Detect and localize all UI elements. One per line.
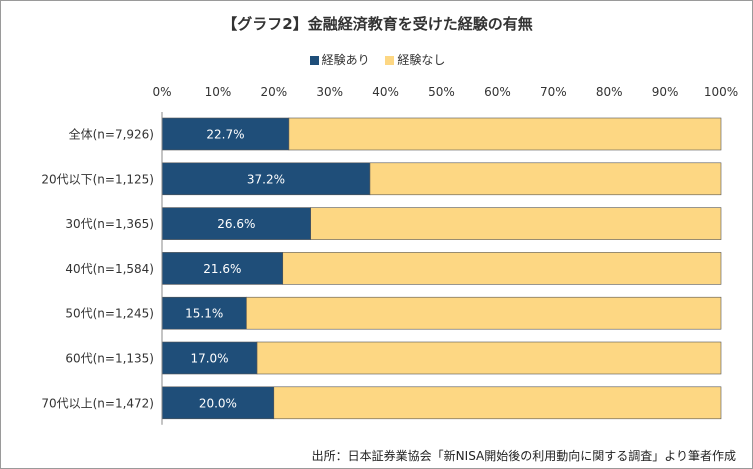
x-tick-label: 30%: [316, 85, 343, 99]
data-label: 20.0%: [199, 396, 237, 410]
bar-not-experienced: [282, 252, 722, 285]
category-label: 50代(n=1,245): [65, 307, 154, 321]
bar-experienced: [161, 386, 275, 420]
legend-label-experienced: 経験あり: [321, 53, 370, 67]
x-tick-label: 40%: [372, 85, 399, 99]
legend-item-experienced: 経験あり: [309, 51, 370, 68]
category-label: 40代(n=1,584): [65, 262, 154, 276]
x-tick-label: 90%: [652, 85, 679, 99]
chart-title: 【グラフ2】金融経済教育を受けた経験の有無: [222, 15, 533, 33]
legend-swatch-experienced: [309, 56, 319, 65]
category-label: 60代(n=1,135): [65, 352, 154, 366]
category-label: 70代以上(n=1,472): [41, 396, 154, 410]
legend: 経験あり 経験なし: [1, 51, 753, 68]
data-label: 15.1%: [185, 307, 223, 321]
bar-not-experienced: [256, 341, 722, 375]
x-tick-label: 60%: [484, 85, 511, 99]
x-tick-label: 100%: [704, 85, 738, 99]
bar-not-experienced: [369, 162, 722, 196]
x-tick-label: 70%: [540, 85, 567, 99]
category-label: 30代(n=1,365): [65, 217, 154, 231]
category-label: 全体(n=7,926): [69, 127, 154, 142]
data-label: 22.7%: [206, 128, 244, 142]
category-label: 20代以下(n=1,125): [41, 172, 154, 186]
source-note: 出所：日本証券業協会「新NISA開始後の利用動向に関する調査」より筆者作成: [311, 449, 736, 463]
data-label: 21.6%: [203, 262, 241, 276]
bar-chart: 0% 10% 20% 30% 40% 50% 60% 70% 80% 90% 100% 22.7% 全体…: [41, 85, 738, 425]
bar-experienced: [161, 117, 290, 151]
bar-not-experienced: [246, 296, 722, 330]
bar-not-experienced: [288, 117, 722, 151]
data-label: 17.0%: [190, 352, 228, 366]
legend-label-not-experienced: 経験なし: [397, 53, 446, 67]
data-label: 26.6%: [217, 217, 255, 231]
bar-not-experienced: [273, 386, 722, 420]
data-label: 37.2%: [247, 172, 285, 186]
x-tick-label: 10%: [205, 85, 232, 99]
x-tick-label: 0%: [152, 85, 171, 99]
legend-swatch-not-experienced: [385, 56, 395, 65]
bar-not-experienced: [310, 207, 722, 240]
x-tick-label: 50%: [428, 85, 455, 99]
x-tick-label: 80%: [596, 85, 623, 99]
x-tick-label: 20%: [260, 85, 287, 99]
legend-item-not-experienced: 経験なし: [385, 51, 445, 68]
